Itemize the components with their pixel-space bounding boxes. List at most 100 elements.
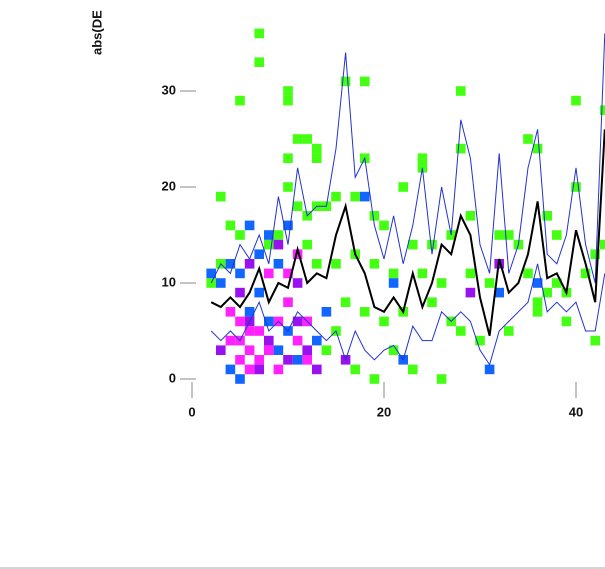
cell: [542, 211, 552, 221]
cell: [600, 239, 605, 250]
y-tick-label: 0: [169, 370, 176, 385]
cell: [456, 326, 466, 336]
cell: [273, 259, 284, 269]
cell: [312, 153, 322, 163]
cell: [360, 76, 370, 87]
cell: [283, 182, 293, 192]
cell: [475, 335, 485, 346]
line: [210, 33, 605, 284]
cell: [244, 345, 255, 355]
cell: [465, 268, 476, 279]
cell: [388, 278, 399, 288]
cell: [235, 374, 245, 384]
cell: [417, 268, 428, 279]
x-tick-label: 0: [188, 404, 195, 419]
cell: [465, 287, 476, 298]
cell: [494, 287, 504, 298]
cell: [571, 95, 581, 106]
cell: [292, 134, 303, 144]
cell: [216, 345, 226, 355]
cell: [504, 326, 514, 336]
cell: [206, 268, 216, 279]
cell: [302, 355, 312, 365]
cell: [408, 364, 418, 375]
cell: [283, 95, 293, 106]
cell: [302, 134, 312, 144]
cell: [273, 345, 284, 355]
cell: [302, 239, 312, 250]
cell: [283, 268, 293, 279]
cell: [254, 364, 264, 375]
cell: [283, 153, 293, 163]
cell: [350, 364, 360, 375]
cell: [264, 230, 274, 240]
cell: [216, 278, 226, 288]
cell: [340, 297, 351, 307]
cell: [388, 345, 399, 355]
cell: [312, 259, 322, 269]
cell: [408, 239, 418, 250]
y-tick-label: 20: [162, 178, 176, 193]
cell: [254, 287, 264, 298]
cell: [225, 335, 236, 346]
y-axis-label: abs(DE: [89, 10, 104, 55]
cell: [321, 345, 332, 355]
cell: [456, 86, 466, 96]
cell: [283, 86, 293, 96]
cell: [292, 201, 303, 211]
cell: [369, 211, 380, 221]
cell: [331, 191, 341, 202]
cell: [312, 335, 322, 346]
cell: [523, 134, 533, 144]
cell: [235, 268, 245, 279]
cell: [264, 268, 274, 279]
cell: [532, 307, 543, 317]
line: [210, 129, 605, 337]
cell: [264, 239, 274, 250]
cell: [264, 345, 274, 355]
cell: [244, 259, 255, 269]
cell: [225, 307, 236, 317]
cell: [571, 182, 581, 192]
cell: [494, 230, 504, 240]
cell: [312, 143, 322, 154]
cell: [369, 374, 380, 384]
cell: [360, 307, 370, 317]
cell: [235, 230, 245, 240]
cell: [273, 239, 284, 250]
cell: [379, 220, 389, 231]
cell: [302, 345, 312, 355]
cell: [523, 268, 533, 279]
x-tick-label: 20: [377, 404, 391, 419]
cell: [388, 268, 399, 279]
cell: [283, 220, 293, 231]
cell: [484, 278, 495, 288]
cell: [254, 326, 264, 336]
cell: [235, 355, 245, 365]
cell: [321, 307, 332, 317]
y-tick-label: 10: [162, 274, 176, 289]
cell: [504, 230, 514, 240]
cell: [465, 211, 476, 221]
cell: [235, 287, 245, 298]
cell: [225, 220, 236, 231]
cell: [331, 259, 341, 269]
cell: [244, 220, 255, 231]
cell: [369, 259, 380, 269]
cell: [379, 316, 389, 327]
cell: [254, 28, 264, 39]
cell: [216, 191, 226, 202]
cell: [532, 278, 543, 288]
cell: [244, 326, 255, 336]
cell: [542, 287, 552, 298]
cell: [292, 249, 303, 259]
cell: [225, 259, 236, 269]
cell: [552, 230, 562, 240]
cell: [360, 191, 370, 202]
cell: [244, 307, 255, 317]
cell: [590, 249, 600, 259]
cell: [600, 105, 605, 115]
cell: [427, 297, 437, 307]
cell: [292, 316, 303, 327]
